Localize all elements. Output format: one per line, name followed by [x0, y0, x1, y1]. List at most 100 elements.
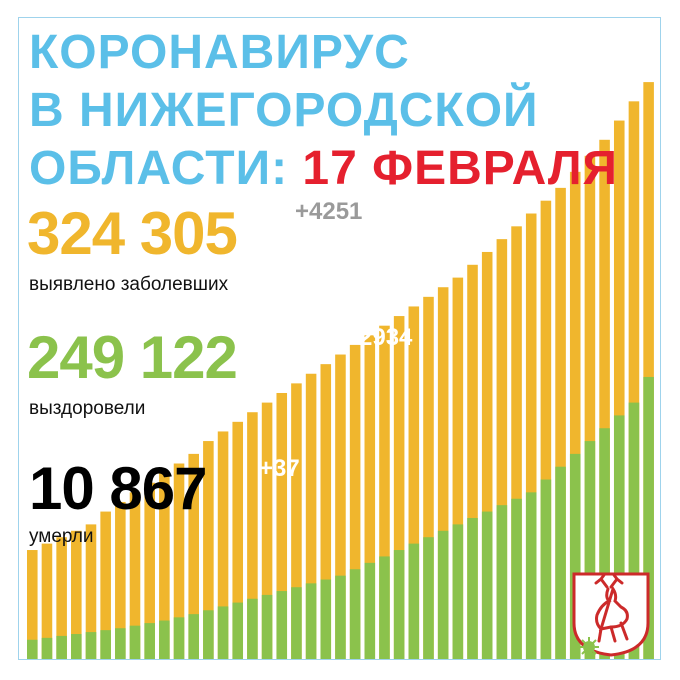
bar-total-9 [159, 473, 170, 659]
bar-total-3 [71, 530, 82, 659]
bar-total-27 [423, 296, 434, 659]
bar-recovered-17 [276, 591, 288, 659]
bar-total-36 [555, 187, 566, 659]
bar-total-38 [584, 155, 596, 659]
bar-recovered-38 [584, 441, 596, 659]
bar-total-35 [540, 200, 552, 659]
bar-recovered-9 [159, 620, 170, 659]
bar-recovered-21 [335, 575, 346, 659]
bar-recovered-5 [100, 630, 111, 659]
bar-recovered-25 [393, 550, 405, 659]
bar-recovered-15 [247, 598, 258, 659]
bar-total-39 [599, 139, 610, 659]
recovered-label: выздоровели [29, 398, 146, 419]
bar-total-21 [335, 354, 346, 659]
bar-total-37 [569, 171, 581, 659]
cases-label: выявлено заболевших [29, 274, 229, 295]
bar-recovered-7 [129, 625, 141, 659]
bar-total-29 [452, 277, 464, 659]
infographic-card: КОРОНАВИРУС В НИЖЕГОРОДСКОЙ ОБЛАСТИ: 17 … [18, 17, 661, 660]
bar-recovered-14 [232, 602, 244, 659]
bar-recovered-41 [628, 402, 640, 659]
bar-recovered-22 [349, 569, 361, 659]
bar-recovered-33 [511, 498, 522, 659]
bar-recovered-8 [144, 623, 155, 659]
bar-total-11 [188, 453, 199, 659]
bar-recovered-23 [364, 562, 376, 659]
cases-value: 324 305 [27, 200, 238, 267]
bar-total-25 [393, 316, 405, 659]
deaths-delta: +37 [259, 455, 300, 482]
bar-total-28 [437, 287, 449, 659]
bar-recovered-26 [408, 543, 420, 659]
bar-recovered-37 [569, 453, 581, 659]
bar-recovered-36 [555, 466, 566, 659]
bar-total-19 [305, 373, 317, 659]
title-region: ОБЛАСТИ: [29, 142, 289, 195]
bar-total-2 [56, 537, 67, 659]
stacked-bar-chart [27, 82, 654, 659]
bar-recovered-3 [71, 634, 82, 659]
bar-total-14 [232, 421, 244, 659]
title-date: 17 ФЕВРАЛЯ [302, 142, 619, 195]
bar-recovered-0 [27, 639, 38, 659]
bar-total-30 [467, 264, 478, 659]
bar-recovered-1 [41, 637, 53, 659]
bar-total-13 [217, 431, 229, 659]
bar-recovered-4 [85, 632, 97, 659]
bar-total-26 [408, 306, 420, 659]
bar-recovered-12 [203, 610, 214, 659]
bar-total-16 [261, 402, 273, 659]
bar-total-40 [613, 120, 625, 659]
bar-total-1 [41, 543, 53, 659]
bar-recovered-10 [173, 617, 185, 659]
bar-total-12 [203, 441, 214, 659]
bar-total-8 [144, 482, 155, 659]
bar-total-22 [349, 344, 361, 659]
bar-recovered-28 [437, 530, 449, 659]
title-line-2: В НИЖЕГОРОДСКОЙ [29, 84, 539, 137]
bar-total-20 [320, 364, 332, 659]
bar-total-6 [115, 501, 126, 659]
bar-total-34 [525, 213, 537, 659]
bar-recovered-11 [188, 614, 199, 659]
recovered-delta: +2934 [345, 324, 413, 351]
bar-recovered-40 [613, 415, 625, 659]
bar-total-23 [364, 335, 376, 659]
bar-recovered-24 [379, 556, 390, 659]
bar-total-41 [628, 101, 640, 659]
bar-total-5 [100, 511, 111, 659]
title-line-1: КОРОНАВИРУС [29, 26, 410, 79]
bar-total-33 [511, 226, 522, 659]
bar-recovered-27 [423, 537, 434, 659]
bar-total-18 [291, 383, 302, 659]
bar-total-17 [276, 392, 288, 659]
bar-recovered-18 [291, 587, 302, 659]
bar-recovered-2 [56, 635, 67, 659]
bar-recovered-35 [540, 479, 552, 659]
bar-total-32 [496, 239, 508, 659]
bar-recovered-6 [115, 628, 126, 659]
bar-total-15 [247, 412, 258, 659]
bar-total-7 [129, 492, 141, 659]
bar-total-24 [379, 325, 390, 659]
bar-recovered-39 [599, 428, 610, 659]
bar-recovered-16 [261, 594, 273, 659]
bar-total-0 [27, 550, 38, 659]
cases-delta: +4251 [295, 198, 363, 225]
bar-total-31 [481, 251, 493, 659]
deaths-label: умерли [29, 526, 94, 547]
bar-recovered-34 [525, 492, 537, 659]
bar-recovered-42 [643, 376, 654, 659]
deaths-value: 10 867 [29, 455, 208, 522]
bar-total-10 [173, 463, 185, 659]
coat-of-arms-icon [572, 572, 650, 657]
bar-recovered-30 [467, 517, 478, 659]
bar-recovered-13 [217, 606, 229, 659]
bar-recovered-20 [320, 579, 332, 659]
bar-recovered-32 [496, 505, 508, 659]
bar-total-42 [643, 82, 654, 659]
bar-recovered-19 [305, 583, 317, 659]
bar-recovered-29 [452, 524, 464, 659]
bar-recovered-31 [481, 511, 493, 659]
